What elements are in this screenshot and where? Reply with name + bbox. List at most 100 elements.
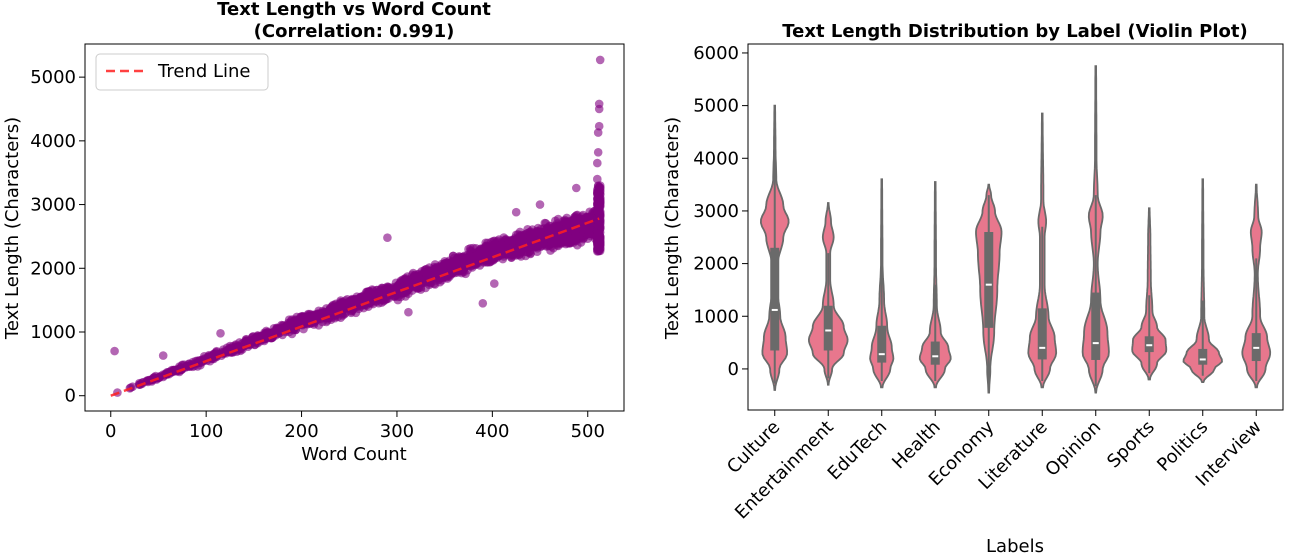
violin-chart: Text Length Distribution by Label (Violi… xyxy=(662,21,1284,555)
scatter-point xyxy=(490,279,499,288)
scatter-point xyxy=(485,242,494,252)
violin-iqr-box xyxy=(877,325,887,363)
scatter-point xyxy=(593,128,603,137)
violin-y-tick-label: 5000 xyxy=(693,96,739,117)
scatter-point xyxy=(279,324,288,333)
violin-x-tick-label: Entertainment xyxy=(731,417,838,524)
scatter-point xyxy=(377,298,387,307)
scatter-point xyxy=(594,99,604,109)
violins xyxy=(759,65,1272,394)
scatter-point xyxy=(572,183,581,193)
violin-body xyxy=(1182,178,1223,383)
scatter-point xyxy=(593,158,602,168)
scatter-y-tick-label: 4000 xyxy=(30,131,76,152)
scatter-point xyxy=(211,351,220,361)
violin-plot-frame xyxy=(747,43,1284,411)
violin-body xyxy=(1131,207,1168,381)
violin-iqr-box xyxy=(823,305,833,351)
scatter-point xyxy=(448,261,457,270)
violin-title: Text Length Distribution by Label (Violi… xyxy=(782,21,1247,42)
scatter-x-tick-label: 0 xyxy=(105,421,116,442)
scatter-title-line-2: (Correlation: 0.991) xyxy=(254,21,455,42)
scatter-plot-frame xyxy=(84,43,625,412)
scatter-x-tick-label: 300 xyxy=(380,421,414,442)
scatter-y-tick-label: 0 xyxy=(65,386,76,407)
scatter-y-tick-label: 3000 xyxy=(30,195,76,216)
scatter-point xyxy=(594,121,604,131)
violin-y-tick-label: 4000 xyxy=(693,148,739,169)
scatter-x-tick-label: 500 xyxy=(571,421,605,442)
scatter-point xyxy=(110,346,119,356)
scatter-point xyxy=(594,239,604,248)
scatter-point xyxy=(216,329,225,338)
scatter-x-tick-label: 400 xyxy=(475,421,509,442)
scatter-point xyxy=(466,256,475,266)
scatter-point xyxy=(538,232,548,241)
violin-x-tick-label: EduTech xyxy=(824,417,892,485)
scatter-point xyxy=(285,318,295,328)
scatter-point xyxy=(378,283,387,293)
scatter-point xyxy=(367,285,377,294)
scatter-point xyxy=(383,233,392,242)
scatter-point xyxy=(595,186,605,195)
scatter-point xyxy=(594,193,604,203)
scatter-point xyxy=(262,333,271,342)
scatter-point xyxy=(526,242,535,251)
scatter-point xyxy=(404,289,413,299)
violin-iqr-box xyxy=(1091,292,1101,360)
violin-x-tick-label: Sports xyxy=(1103,417,1159,473)
scatter-point xyxy=(325,305,335,314)
violin-y-tick-label: 1000 xyxy=(693,306,739,327)
scatter-point xyxy=(464,244,473,254)
scatter-point xyxy=(404,307,413,317)
violin-y-tick-label: 6000 xyxy=(693,43,739,64)
violin-y-tick-label: 0 xyxy=(728,359,739,380)
violin-iqr-box xyxy=(1198,348,1208,365)
scatter-point xyxy=(158,351,168,360)
scatter-point xyxy=(593,229,603,239)
scatter-point xyxy=(434,271,444,280)
scatter-point xyxy=(494,242,504,252)
violin-y-axis: 0 1000 2000 3000 4000 5000 6000 xyxy=(693,43,748,380)
violin-x-axis: CultureEntertainmentEduTechHealthEconomy… xyxy=(723,410,1266,523)
scatter-point xyxy=(582,225,592,234)
violin-iqr-box xyxy=(1037,308,1047,360)
scatter-x-axis: 0 100 200 300 400 500 xyxy=(105,411,605,442)
scatter-point xyxy=(510,233,520,243)
scatter-point xyxy=(532,247,542,256)
scatter-point xyxy=(247,333,257,343)
violin-y-axis-label: Text Length (Characters) xyxy=(662,117,683,340)
scatter-point xyxy=(553,214,563,224)
scatter-legend: Trend Line xyxy=(95,53,269,91)
scatter-y-axis-label: Text Length (Characters) xyxy=(2,117,23,340)
scatter-point xyxy=(595,55,605,65)
scatter-y-tick-label: 5000 xyxy=(30,67,76,88)
scatter-point xyxy=(546,246,555,255)
scatter-y-axis: 0 1000 2000 3000 4000 5000 xyxy=(30,67,85,407)
scatter-point xyxy=(593,148,603,157)
scatter-point xyxy=(571,228,580,238)
trend-line xyxy=(110,217,600,397)
scatter-x-axis-label: Word Count xyxy=(301,444,406,465)
violin-y-tick-label: 2000 xyxy=(693,254,739,275)
scatter-point xyxy=(417,267,427,276)
scatter-points xyxy=(110,55,605,397)
scatter-point xyxy=(595,222,605,231)
scatter-point xyxy=(535,200,545,209)
legend-box xyxy=(95,53,269,91)
scatter-point xyxy=(569,235,578,245)
scatter-point xyxy=(352,295,362,305)
scatter-point xyxy=(594,213,604,223)
scatter-point xyxy=(593,174,602,184)
violin-x-axis-label: Labels xyxy=(986,536,1044,555)
scatter-x-tick-label: 200 xyxy=(284,421,318,442)
scatter-point xyxy=(446,268,455,278)
scatter-y-tick-label: 2000 xyxy=(30,258,76,279)
scatter-point xyxy=(440,259,450,268)
violin-iqr-box xyxy=(930,341,940,365)
violin-iqr-box xyxy=(770,247,780,351)
violin-y-tick-label: 3000 xyxy=(693,201,739,222)
scatter-title-line-1: Text Length vs Word Count xyxy=(217,0,491,20)
scatter-y-tick-label: 1000 xyxy=(30,322,76,343)
